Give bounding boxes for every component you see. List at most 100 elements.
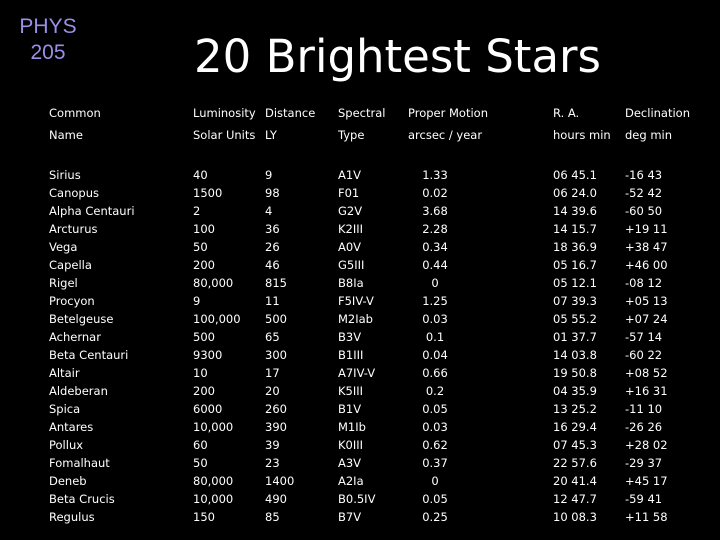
cell-name: Pollux — [49, 438, 84, 452]
cell-right-ascension: 06 24.0 — [553, 186, 597, 200]
header-distance: LY — [265, 128, 277, 142]
cell-luminosity: 100 — [193, 222, 215, 236]
cell-luminosity: 9 — [193, 294, 201, 308]
cell-proper-motion: 0.03 — [422, 420, 448, 434]
cell-spectral-type: M1Ib — [338, 420, 366, 434]
cell-spectral-type: A7IV-V — [338, 366, 376, 380]
cell-name: Beta Centauri — [49, 348, 129, 362]
cell-right-ascension: 19 50.8 — [553, 366, 597, 380]
cell-distance: 98 — [265, 186, 280, 200]
cell-declination: -11 10 — [625, 402, 663, 416]
cell-proper-motion: 0.44 — [422, 258, 448, 272]
cell-declination: +19 11 — [625, 222, 668, 236]
cell-right-ascension: 14 39.6 — [553, 204, 597, 218]
cell-proper-motion: 0.1 — [425, 330, 445, 344]
cell-distance: 1400 — [265, 474, 295, 488]
cell-luminosity: 100,000 — [193, 312, 241, 326]
cell-right-ascension: 01 37.7 — [553, 330, 597, 344]
cell-name: Spica — [49, 402, 81, 416]
cell-name: Beta Crucis — [49, 492, 115, 506]
cell-spectral-type: K5III — [338, 384, 364, 398]
header-distance: Distance — [265, 106, 316, 120]
cell-proper-motion: 1.25 — [422, 294, 448, 308]
cell-distance: 11 — [265, 294, 280, 308]
cell-declination: +05 13 — [625, 294, 668, 308]
cell-right-ascension: 20 41.4 — [553, 474, 597, 488]
course-badge: PHYS 205 — [8, 14, 88, 66]
cell-name: Aldeberan — [49, 384, 108, 398]
cell-spectral-type: A2Ia — [338, 474, 364, 488]
cell-declination: -59 41 — [625, 492, 663, 506]
cell-right-ascension: 05 12.1 — [553, 276, 597, 290]
cell-right-ascension: 14 15.7 — [553, 222, 597, 236]
cell-name: Deneb — [49, 474, 87, 488]
cell-name: Capella — [49, 258, 92, 272]
header-luminosity: Luminosity — [193, 106, 256, 120]
cell-name: Altair — [49, 366, 80, 380]
cell-spectral-type: B7V — [338, 510, 362, 524]
cell-spectral-type: A0V — [338, 240, 362, 254]
cell-name: Achernar — [49, 330, 101, 344]
cell-name: Vega — [49, 240, 78, 254]
cell-declination: -60 22 — [625, 348, 663, 362]
cell-distance: 500 — [265, 312, 287, 326]
cell-distance: 9 — [265, 168, 273, 182]
cell-right-ascension: 05 16.7 — [553, 258, 597, 272]
cell-declination: -52 42 — [625, 186, 663, 200]
cell-luminosity: 200 — [193, 384, 215, 398]
cell-name: Antares — [49, 420, 94, 434]
cell-proper-motion: 0 — [431, 474, 439, 488]
header-name: Common — [49, 106, 101, 120]
cell-proper-motion: 2.28 — [422, 222, 448, 236]
cell-luminosity: 50 — [193, 456, 208, 470]
cell-luminosity: 60 — [193, 438, 208, 452]
cell-proper-motion: 0.62 — [422, 438, 448, 452]
cell-proper-motion: 0.2 — [425, 384, 445, 398]
cell-declination: +16 31 — [625, 384, 668, 398]
cell-right-ascension: 07 39.3 — [553, 294, 597, 308]
cell-distance: 23 — [265, 456, 280, 470]
cell-right-ascension: 13 25.2 — [553, 402, 597, 416]
cell-name: Canopus — [49, 186, 99, 200]
cell-distance: 85 — [265, 510, 280, 524]
cell-declination: +08 52 — [625, 366, 668, 380]
cell-luminosity: 10,000 — [193, 420, 234, 434]
cell-luminosity: 10 — [193, 366, 208, 380]
cell-luminosity: 10,000 — [193, 492, 234, 506]
cell-distance: 26 — [265, 240, 280, 254]
cell-right-ascension: 14 03.8 — [553, 348, 597, 362]
cell-right-ascension: 12 47.7 — [553, 492, 597, 506]
cell-declination: +46 00 — [625, 258, 668, 272]
cell-luminosity: 9300 — [193, 348, 223, 362]
slide-title: 20 Brightest Stars — [194, 30, 601, 83]
cell-distance: 39 — [265, 438, 280, 452]
cell-right-ascension: 16 29.4 — [553, 420, 597, 434]
cell-distance: 260 — [265, 402, 287, 416]
cell-right-ascension: 18 36.9 — [553, 240, 597, 254]
cell-proper-motion: 0.04 — [422, 348, 448, 362]
cell-right-ascension: 07 45.3 — [553, 438, 597, 452]
cell-spectral-type: G2V — [338, 204, 363, 218]
cell-spectral-type: A3V — [338, 456, 362, 470]
cell-declination: +11 58 — [625, 510, 668, 524]
cell-spectral-type: B8Ia — [338, 276, 364, 290]
cell-declination: +07 24 — [625, 312, 668, 326]
cell-name: Procyon — [49, 294, 95, 308]
cell-name: Sirius — [49, 168, 81, 182]
header-declination: Declination — [625, 106, 691, 120]
cell-luminosity: 150 — [193, 510, 215, 524]
cell-declination: -16 43 — [625, 168, 663, 182]
header-proper-motion: Proper Motion — [408, 106, 488, 120]
cell-right-ascension: 04 35.9 — [553, 384, 597, 398]
header-name: Name — [49, 128, 83, 142]
cell-proper-motion: 0.05 — [422, 402, 448, 416]
cell-declination: -60 50 — [625, 204, 663, 218]
cell-name: Alpha Centauri — [49, 204, 135, 218]
cell-luminosity: 50 — [193, 240, 208, 254]
cell-proper-motion: 0.02 — [422, 186, 448, 200]
cell-distance: 4 — [265, 204, 273, 218]
cell-declination: -26 26 — [625, 420, 663, 434]
cell-luminosity: 200 — [193, 258, 215, 272]
cell-distance: 36 — [265, 222, 280, 236]
